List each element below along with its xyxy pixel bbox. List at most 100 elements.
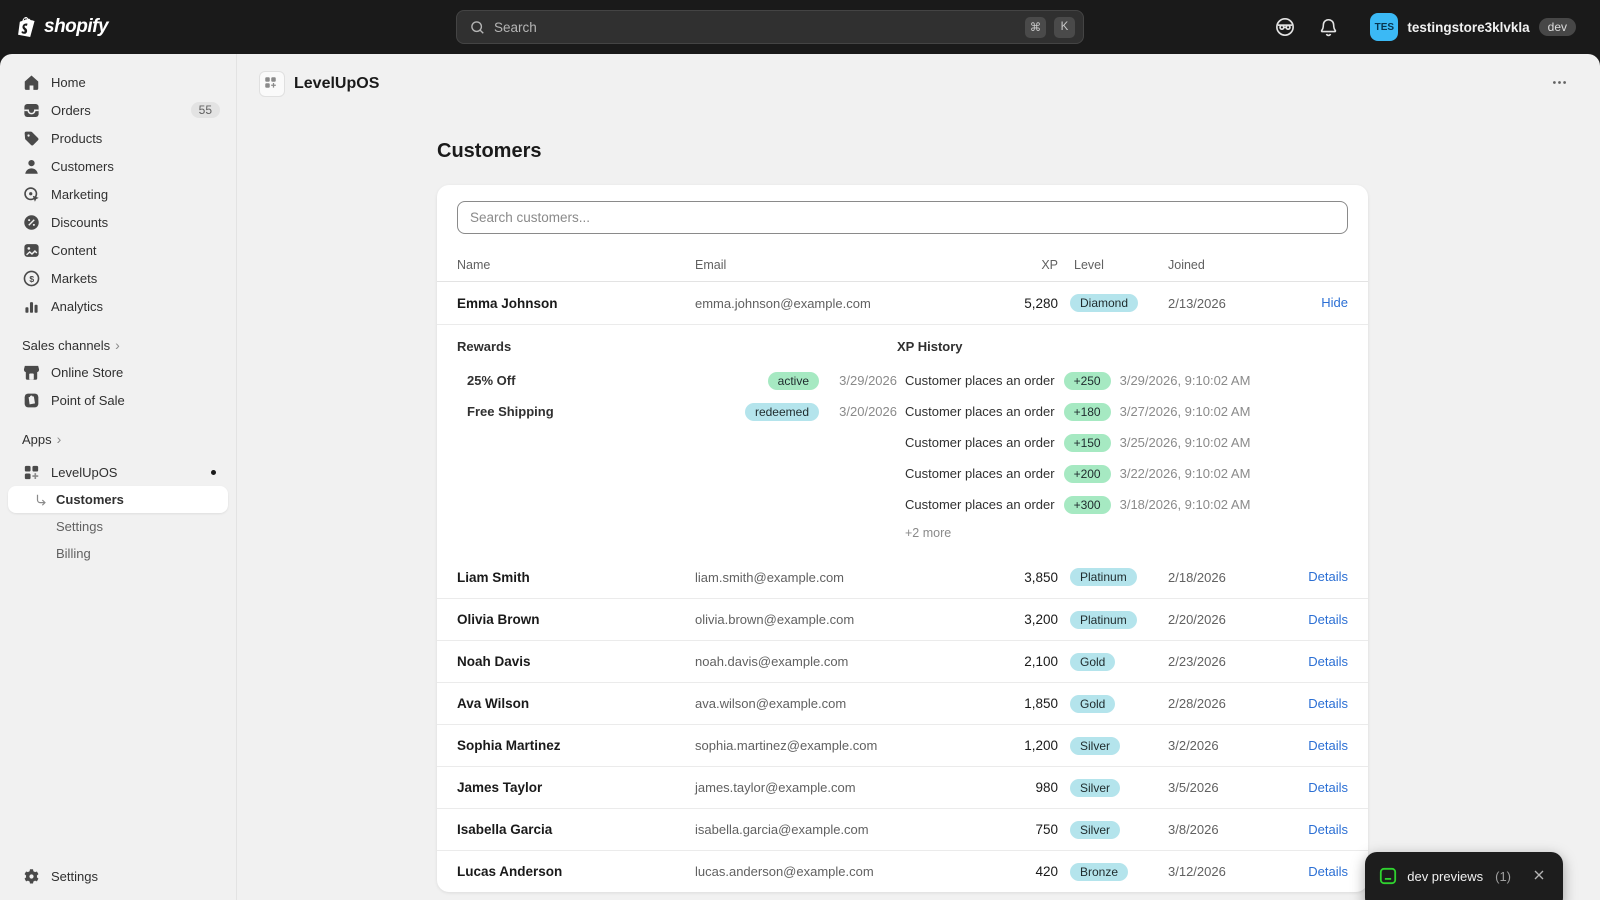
- terminal-icon: [1379, 867, 1397, 885]
- section-title: Customers: [437, 140, 542, 162]
- row-action-link[interactable]: Hide: [1321, 295, 1348, 310]
- sidebar-item-discounts[interactable]: Discounts: [8, 208, 228, 236]
- sidebar-item-icon: [22, 101, 41, 120]
- sidebar-item-levelupos[interactable]: LevelUpOS: [8, 458, 228, 486]
- customer-name: James Taylor: [457, 780, 543, 795]
- xp-event-row: Customer places an order +150 3/25/2026,…: [897, 427, 1348, 458]
- account-menu[interactable]: TES testingstore3klvkla dev: [1362, 9, 1584, 45]
- customer-row: Noah Davis noah.davis@example.com 2,100 …: [437, 640, 1368, 682]
- sidebar-item-label: Markets: [51, 270, 98, 286]
- reward-name: 25% Off: [467, 373, 516, 388]
- sidebar-item-analytics[interactable]: Analytics: [8, 292, 228, 320]
- customer-level: Silver: [1058, 736, 1162, 755]
- level-badge: Silver: [1070, 820, 1121, 839]
- row-action-link[interactable]: Details: [1308, 737, 1348, 753]
- sidebar-item-markets[interactable]: $ Markets: [8, 264, 228, 292]
- sidebar-item-label: Orders: [51, 102, 91, 118]
- sidebar-item-label: Discounts: [51, 214, 109, 230]
- sidebar-item-icon: [22, 241, 41, 260]
- sidebar-sub-item-label: Settings: [56, 519, 103, 534]
- content-scroll[interactable]: Customers Name Email XP Level Joined Emm…: [237, 114, 1600, 900]
- level-badge: Platinum: [1070, 568, 1137, 586]
- bell-icon[interactable]: [1318, 16, 1340, 38]
- global-search-placeholder: Search: [494, 19, 537, 35]
- sidebar-item-label: Online Store: [51, 364, 124, 380]
- brand-name: shopify: [44, 16, 109, 37]
- sidebar-item-orders[interactable]: Orders 55: [8, 96, 228, 124]
- customer-xp: 980: [1035, 780, 1058, 795]
- sidebar-item-settings[interactable]: Settings: [8, 862, 228, 890]
- customer-joined: 3/2/2026: [1168, 738, 1219, 753]
- sidebar-item-marketing[interactable]: Marketing: [8, 180, 228, 208]
- sidebar-item-products[interactable]: Products: [8, 124, 228, 152]
- customer-xp: 2,100: [1024, 654, 1058, 669]
- close-icon[interactable]: [1531, 867, 1549, 885]
- apps-label: Apps: [22, 431, 52, 447]
- toast-count: (1): [1495, 868, 1511, 884]
- svg-text:$: $: [29, 273, 34, 283]
- sidebar-sub-item-customers[interactable]: Customers: [8, 486, 228, 513]
- sidebar-sub-item-billing[interactable]: Billing: [8, 540, 228, 567]
- sidebar-item-point-of-sale[interactable]: Point of Sale: [8, 386, 228, 414]
- sidebar-item-icon: $: [22, 269, 41, 288]
- row-action-link[interactable]: Details: [1308, 779, 1348, 795]
- sidebar-item-content[interactable]: Content: [8, 236, 228, 264]
- row-action-link[interactable]: Details: [1308, 821, 1348, 837]
- customer-search-input[interactable]: [457, 201, 1348, 234]
- customer-name: Lucas Anderson: [457, 864, 563, 879]
- xp-event-timestamp: 3/27/2026, 9:10:02 AM: [1119, 404, 1251, 419]
- customer-xp: 5,280: [1024, 295, 1058, 311]
- xp-event-label: Customer places an order: [905, 404, 1055, 419]
- sidebar-footer: Settings: [8, 862, 228, 890]
- row-action-link[interactable]: Details: [1308, 569, 1348, 584]
- reward-row: Free Shipping redeemed 3/20/2026: [457, 396, 897, 427]
- sidebar-item-customers[interactable]: Customers: [8, 152, 228, 180]
- customer-email: ava.wilson@example.com: [695, 696, 847, 711]
- xp-amount-badge: +250: [1063, 371, 1111, 390]
- level-badge: Gold: [1070, 694, 1116, 713]
- col-joined: Joined: [1168, 257, 1205, 272]
- customer-row: Lucas Anderson lucas.anderson@example.co…: [437, 850, 1368, 892]
- sidebar-item-home[interactable]: Home: [8, 68, 228, 96]
- more-actions-icon[interactable]: [1545, 70, 1574, 99]
- xp-amount-badge: +180: [1063, 402, 1111, 421]
- level-badge: Bronze: [1070, 862, 1129, 881]
- sales-channels-header[interactable]: Sales channels ›: [8, 332, 228, 358]
- customer-email: noah.davis@example.com: [695, 654, 849, 669]
- customer-email: lucas.anderson@example.com: [695, 864, 874, 879]
- xp-event-timestamp: 3/25/2026, 9:10:02 AM: [1119, 435, 1251, 450]
- expanded-customer-panel: Rewards 25% Off active 3/29/2026 Free Sh…: [437, 324, 1368, 556]
- store-name: testingstore3klvkla: [1407, 19, 1530, 35]
- reward-status-badge: redeemed: [744, 402, 819, 421]
- sidebar-item-icon: [22, 185, 41, 204]
- customer-row: James Taylor james.taylor@example.com 98…: [437, 766, 1368, 808]
- xp-event-label: Customer places an order: [905, 435, 1055, 450]
- shopify-logo[interactable]: shopify: [16, 15, 456, 40]
- customer-row: Sophia Martinez sophia.martinez@example.…: [437, 724, 1368, 766]
- customer-email: isabella.garcia@example.com: [695, 822, 869, 837]
- customer-level: Platinum: [1058, 610, 1162, 629]
- row-action-link[interactable]: Details: [1308, 611, 1348, 627]
- reward-date: 3/20/2026: [839, 404, 897, 419]
- reward-status-badge: active: [767, 371, 819, 390]
- customer-level: Gold: [1058, 652, 1162, 671]
- level-badge: Silver: [1070, 736, 1121, 755]
- customer-level: Silver: [1058, 820, 1162, 839]
- customer-name: Isabella Garcia: [457, 822, 553, 837]
- sidebar-item-online-store[interactable]: Online Store: [8, 358, 228, 386]
- customer-level: Bronze: [1058, 862, 1162, 881]
- apps-header[interactable]: Apps ›: [8, 426, 228, 452]
- sidebar-sub-item-settings[interactable]: Settings: [8, 513, 228, 540]
- rewards-panel: Rewards 25% Off active 3/29/2026 Free Sh…: [457, 339, 897, 540]
- shopify-bag-icon: [16, 15, 37, 40]
- preview-glasses-icon[interactable]: [1274, 16, 1296, 38]
- row-action-link[interactable]: Details: [1308, 695, 1348, 711]
- dev-previews-toast[interactable]: dev previews (1): [1365, 852, 1563, 900]
- xp-more-label[interactable]: +2 more: [905, 526, 952, 540]
- sidebar-item-label: Products: [51, 130, 103, 146]
- customer-xp: 1,850: [1024, 696, 1058, 711]
- customer-xp: 3,850: [1024, 569, 1058, 585]
- row-action-link[interactable]: Details: [1308, 863, 1348, 879]
- row-action-link[interactable]: Details: [1308, 653, 1348, 669]
- global-search[interactable]: Search ⌘ K: [456, 10, 1084, 44]
